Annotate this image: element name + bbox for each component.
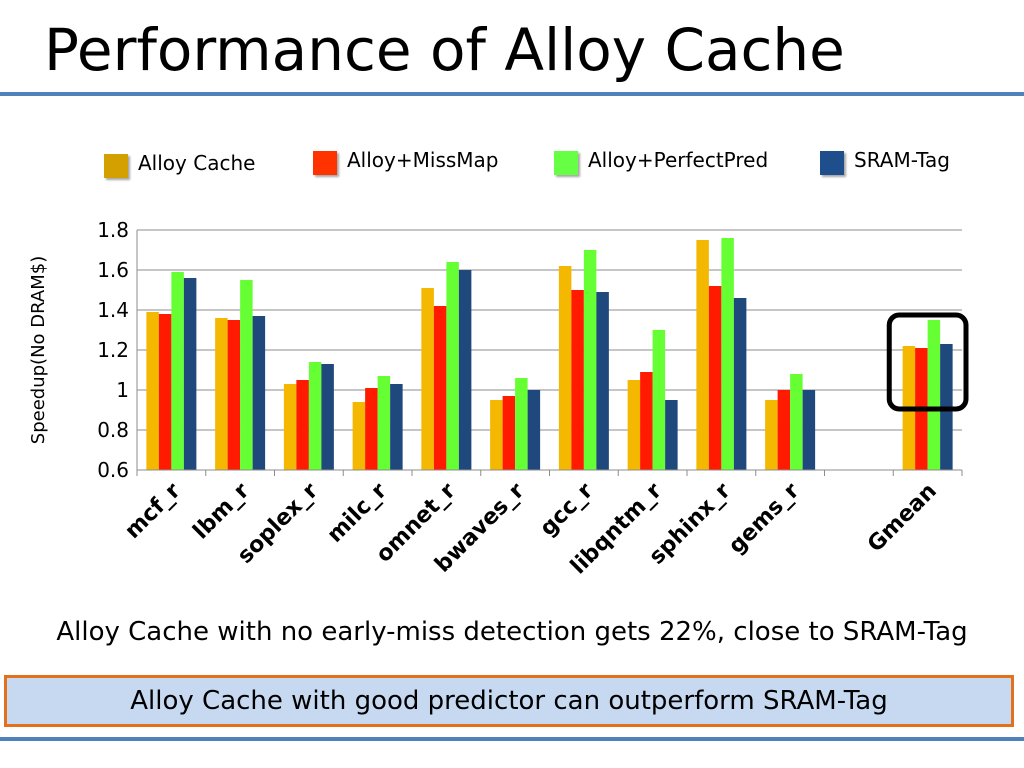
bar bbox=[777, 390, 791, 470]
legend-item-alloy-cache: Alloy Cache bbox=[104, 151, 255, 181]
bar bbox=[571, 290, 584, 470]
legend-label-alloy-perfectpred: Alloy+PerfectPred bbox=[588, 148, 769, 172]
y-tick-label: 1 bbox=[116, 378, 129, 402]
y-axis-title: Speedup(No DRAM$) bbox=[28, 256, 49, 444]
bar bbox=[446, 262, 459, 470]
y-tick-label: 1.4 bbox=[97, 298, 129, 322]
y-tick-label: 0.6 bbox=[97, 458, 129, 482]
bar bbox=[252, 316, 266, 470]
bar bbox=[721, 238, 734, 470]
bar bbox=[352, 402, 366, 470]
bar bbox=[321, 364, 334, 470]
legend-label-alloy-missmap: Alloy+MissMap bbox=[347, 148, 499, 172]
bar bbox=[421, 288, 434, 470]
bar bbox=[765, 400, 778, 470]
legend-swatch-alloy-perfectpred bbox=[554, 151, 578, 175]
bar bbox=[640, 372, 653, 470]
legend-label-sram-tag: SRAM-Tag bbox=[854, 148, 950, 172]
legend-label-alloy-cache: Alloy Cache bbox=[138, 151, 256, 175]
bar bbox=[490, 400, 503, 470]
bar bbox=[652, 330, 666, 470]
legend-swatch-alloy-cache bbox=[104, 154, 128, 178]
bar bbox=[365, 388, 378, 470]
bar bbox=[171, 272, 184, 470]
bar bbox=[458, 270, 472, 470]
title-rule bbox=[0, 92, 1024, 96]
bar bbox=[502, 396, 516, 470]
bar bbox=[927, 320, 941, 470]
legend-item-alloy-perfectpred: Alloy+PerfectPred bbox=[554, 148, 768, 178]
callout-text: Alloy Cache with good predictor can outp… bbox=[130, 686, 888, 716]
bar bbox=[802, 390, 816, 470]
y-tick-label: 1.6 bbox=[97, 258, 129, 282]
x-category-label: mcf_r bbox=[120, 478, 185, 543]
bar bbox=[665, 400, 678, 470]
bar bbox=[558, 266, 572, 470]
bar bbox=[227, 320, 241, 470]
bar bbox=[790, 374, 803, 470]
slide-caption: Alloy Cache with no early-miss detection… bbox=[56, 617, 968, 647]
legend-swatch-sram-tag bbox=[820, 151, 844, 175]
x-category-label: gcc_r bbox=[535, 478, 598, 541]
bar bbox=[627, 380, 641, 470]
x-category-label: milc_r bbox=[323, 478, 392, 547]
bar bbox=[377, 376, 391, 470]
legend-item-alloy-missmap: Alloy+MissMap bbox=[313, 148, 498, 178]
callout-box: Alloy Cache with good predictor can outp… bbox=[4, 675, 1014, 727]
legend-swatch-alloy-missmap bbox=[313, 151, 337, 175]
x-category-label: gems_r bbox=[724, 478, 804, 558]
bar bbox=[515, 378, 528, 470]
bar bbox=[733, 298, 747, 470]
bar bbox=[390, 384, 403, 470]
y-tick-label: 1.2 bbox=[97, 338, 129, 362]
slide-title: Performance of Alloy Cache bbox=[44, 16, 845, 84]
bar bbox=[708, 286, 722, 470]
bar bbox=[296, 380, 309, 470]
bar bbox=[215, 318, 228, 470]
x-category-label: Gmean bbox=[863, 479, 942, 558]
bar bbox=[583, 250, 597, 470]
bar bbox=[308, 362, 322, 470]
y-tick-label: 0.8 bbox=[97, 418, 129, 442]
bar bbox=[240, 280, 253, 470]
bar bbox=[283, 384, 297, 470]
gmean-highlight-box bbox=[886, 312, 969, 412]
bar bbox=[183, 278, 197, 470]
bottom-rule bbox=[0, 737, 1024, 741]
x-category-label: lbm_r bbox=[189, 478, 255, 544]
bar bbox=[527, 390, 541, 470]
y-tick-label: 1.8 bbox=[97, 218, 129, 242]
bar bbox=[433, 306, 447, 470]
bar bbox=[146, 312, 159, 470]
chart-legend: Alloy Cache Alloy+MissMap Alloy+PerfectP… bbox=[0, 148, 1024, 184]
legend-item-sram-tag: SRAM-Tag bbox=[820, 148, 950, 178]
bar bbox=[596, 292, 609, 470]
bar bbox=[696, 240, 709, 470]
bar bbox=[158, 314, 172, 470]
